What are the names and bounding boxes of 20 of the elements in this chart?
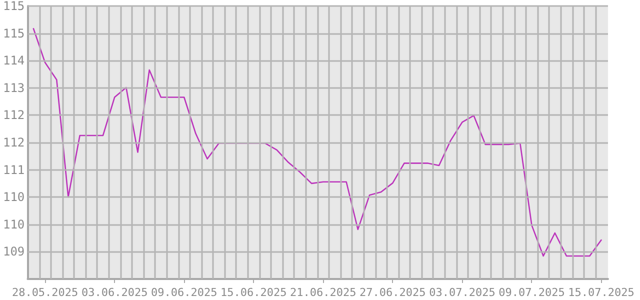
- y-tick-label: 115: [2, 0, 25, 13]
- x-tick-label: 15.07.2025: [568, 286, 634, 299]
- y-tick-label: 112: [2, 136, 25, 150]
- x-tick-label: 21.06.2025: [290, 286, 356, 299]
- y-tick-label: 112: [2, 108, 25, 122]
- y-tick-label: 110: [2, 190, 25, 204]
- x-tick-label: 27.06.2025: [360, 286, 426, 299]
- x-tick-label: 03.07.2025: [429, 286, 496, 299]
- x-tick-label: 15.06.2025: [220, 286, 287, 299]
- y-tick-label: 115: [2, 26, 25, 40]
- y-tick-label: 110: [2, 217, 25, 232]
- y-tick-label: 111: [2, 162, 25, 177]
- x-tick-label: 09.06.2025: [150, 286, 218, 299]
- y-tick-label: 113: [2, 80, 25, 95]
- y-tick-label: 109: [2, 244, 25, 259]
- x-tick-label: 09.07.2025: [498, 286, 565, 299]
- x-tick-label: 03.06.2025: [81, 286, 148, 299]
- y-tick-label: 114: [2, 54, 25, 68]
- line-series: [32, 28, 602, 257]
- x-tick-label: 28.05.2025: [12, 286, 78, 299]
